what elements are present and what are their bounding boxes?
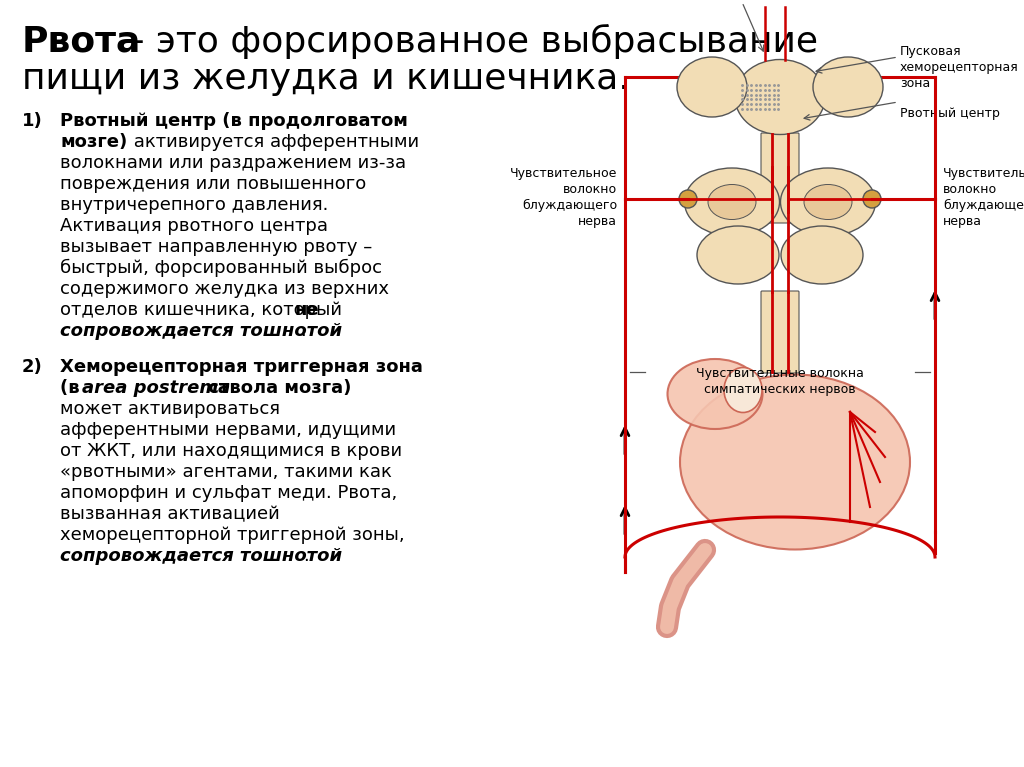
Text: 2): 2) [22, 358, 43, 376]
Text: хеморецепторной триггерной зоны,: хеморецепторной триггерной зоны, [60, 526, 404, 544]
Ellipse shape [708, 185, 756, 219]
Circle shape [679, 190, 697, 208]
Text: быстрый, форсированный выброс: быстрый, форсированный выброс [60, 259, 382, 277]
Text: повреждения или повышенного: повреждения или повышенного [60, 175, 367, 193]
Ellipse shape [684, 168, 779, 236]
Ellipse shape [735, 60, 825, 134]
Text: .: . [303, 547, 309, 565]
Text: мозге): мозге) [60, 133, 127, 151]
FancyBboxPatch shape [761, 291, 799, 373]
Text: отделов кишечника, который: отделов кишечника, который [60, 301, 348, 319]
Text: Рвотный центр (в продолговатом: Рвотный центр (в продолговатом [60, 112, 408, 130]
Ellipse shape [668, 359, 763, 429]
Text: Рвота: Рвота [22, 24, 141, 58]
Text: вызывает направленную рвоту –: вызывает направленную рвоту – [60, 238, 373, 256]
Text: афферентными нервами, идущими: афферентными нервами, идущими [60, 421, 396, 439]
Ellipse shape [804, 185, 852, 219]
Text: Активация рвотного центра: Активация рвотного центра [60, 217, 328, 235]
Text: ствола мозга): ствола мозга) [202, 379, 351, 397]
Text: area postrema: area postrema [82, 379, 230, 397]
Text: волокнами или раздражением из-за: волокнами или раздражением из-за [60, 154, 407, 172]
Ellipse shape [780, 168, 876, 236]
Text: сопровождается тошнотой: сопровождается тошнотой [60, 547, 342, 565]
Text: активируется афферентными: активируется афферентными [128, 133, 419, 151]
FancyBboxPatch shape [761, 133, 799, 223]
Text: содержимого желудка из верхних: содержимого желудка из верхних [60, 280, 389, 298]
Text: Чувствительное
волокно
блуждающего
нерва: Чувствительное волокно блуждающего нерва [510, 167, 617, 228]
Text: не: не [294, 301, 318, 319]
Text: может активироваться: может активироваться [60, 400, 280, 418]
Text: Рвотный центр: Рвотный центр [900, 107, 999, 120]
Text: Хеморецепторная триггерная зона: Хеморецепторная триггерная зона [60, 358, 423, 376]
Text: сопровождается тошнотой: сопровождается тошнотой [60, 322, 342, 340]
Text: внутричерепного давления.: внутричерепного давления. [60, 196, 329, 214]
Circle shape [863, 190, 881, 208]
Ellipse shape [781, 226, 863, 284]
Ellipse shape [724, 367, 762, 413]
Text: от ЖКТ, или находящимися в крови: от ЖКТ, или находящимися в крови [60, 442, 402, 460]
Ellipse shape [677, 57, 746, 117]
Text: 1): 1) [22, 112, 43, 130]
Text: – это форсированное выбрасывание: – это форсированное выбрасывание [115, 24, 818, 59]
Text: .: . [300, 322, 306, 340]
Ellipse shape [697, 226, 779, 284]
Text: апоморфин и сульфат меди. Рвота,: апоморфин и сульфат меди. Рвота, [60, 484, 397, 502]
Text: Чувствительные волокна
симпатических нервов: Чувствительные волокна симпатических нер… [696, 367, 864, 396]
Ellipse shape [813, 57, 883, 117]
Text: «рвотными» агентами, такими как: «рвотными» агентами, такими как [60, 463, 392, 481]
Ellipse shape [680, 374, 910, 549]
Text: (в: (в [60, 379, 86, 397]
Text: вызванная активацией: вызванная активацией [60, 505, 280, 523]
Text: Пусковая
хеморецепторная
зона: Пусковая хеморецепторная зона [900, 45, 1019, 90]
Text: пищи из желудка и кишечника.: пищи из желудка и кишечника. [22, 62, 630, 96]
Text: Чувствительное
волокно
блуждающего
нерва: Чувствительное волокно блуждающего нерва [943, 167, 1024, 228]
